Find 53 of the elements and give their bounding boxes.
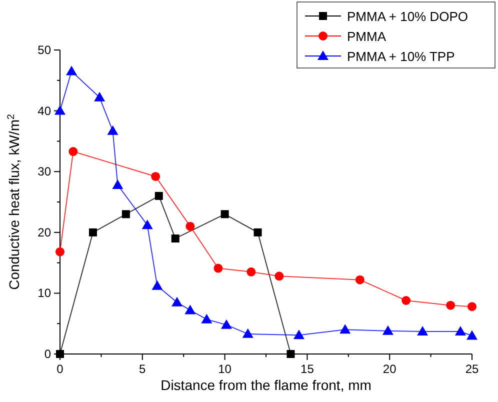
legend-label: PMMA (347, 29, 386, 44)
x-tick-label: 15 (300, 362, 314, 376)
y-tick-label: 30 (38, 164, 52, 179)
point (220, 210, 229, 218)
point (340, 324, 351, 334)
x-tick-label: 20 (382, 362, 397, 376)
point (382, 325, 394, 335)
point (220, 319, 232, 329)
point (466, 330, 478, 340)
y-tick-label: 50 (38, 43, 52, 57)
point (293, 330, 304, 340)
x-tick-label: 10 (218, 362, 232, 376)
point (402, 296, 411, 305)
legend-label: PMMA + 10% DOPO (347, 9, 468, 24)
point (112, 179, 124, 189)
point (88, 228, 97, 236)
point (355, 275, 364, 284)
x-tick-label: 0 (56, 362, 64, 376)
point (142, 220, 153, 230)
point (68, 147, 78, 156)
point (184, 304, 196, 314)
y-tick-label: 0 (44, 347, 52, 361)
point (274, 272, 284, 281)
y-tick-label: 20 (38, 225, 52, 240)
point (186, 222, 195, 231)
point (446, 300, 456, 310)
point (468, 302, 476, 312)
point (151, 172, 160, 181)
x-tick-label: 25 (465, 362, 479, 376)
point (286, 350, 295, 358)
point (56, 350, 64, 358)
point (254, 228, 262, 236)
legend-label: PMMA + 10% TPP (347, 49, 455, 64)
point (66, 66, 78, 76)
point (242, 328, 254, 338)
point (94, 92, 106, 102)
point (246, 267, 256, 276)
point (154, 192, 163, 200)
point (417, 326, 428, 336)
point (56, 247, 64, 256)
x-tick-label: 5 (139, 362, 146, 376)
point (54, 105, 66, 115)
point (152, 280, 163, 290)
point (172, 296, 183, 306)
point (107, 125, 118, 135)
y-tick-label: 10 (38, 286, 52, 300)
point (122, 210, 130, 218)
y-tick-label: 40 (38, 104, 52, 118)
point (171, 234, 180, 242)
x-axis-title: Distance from the flame front, mm (160, 377, 372, 393)
point (454, 326, 466, 336)
point (201, 314, 212, 324)
point (214, 264, 223, 273)
